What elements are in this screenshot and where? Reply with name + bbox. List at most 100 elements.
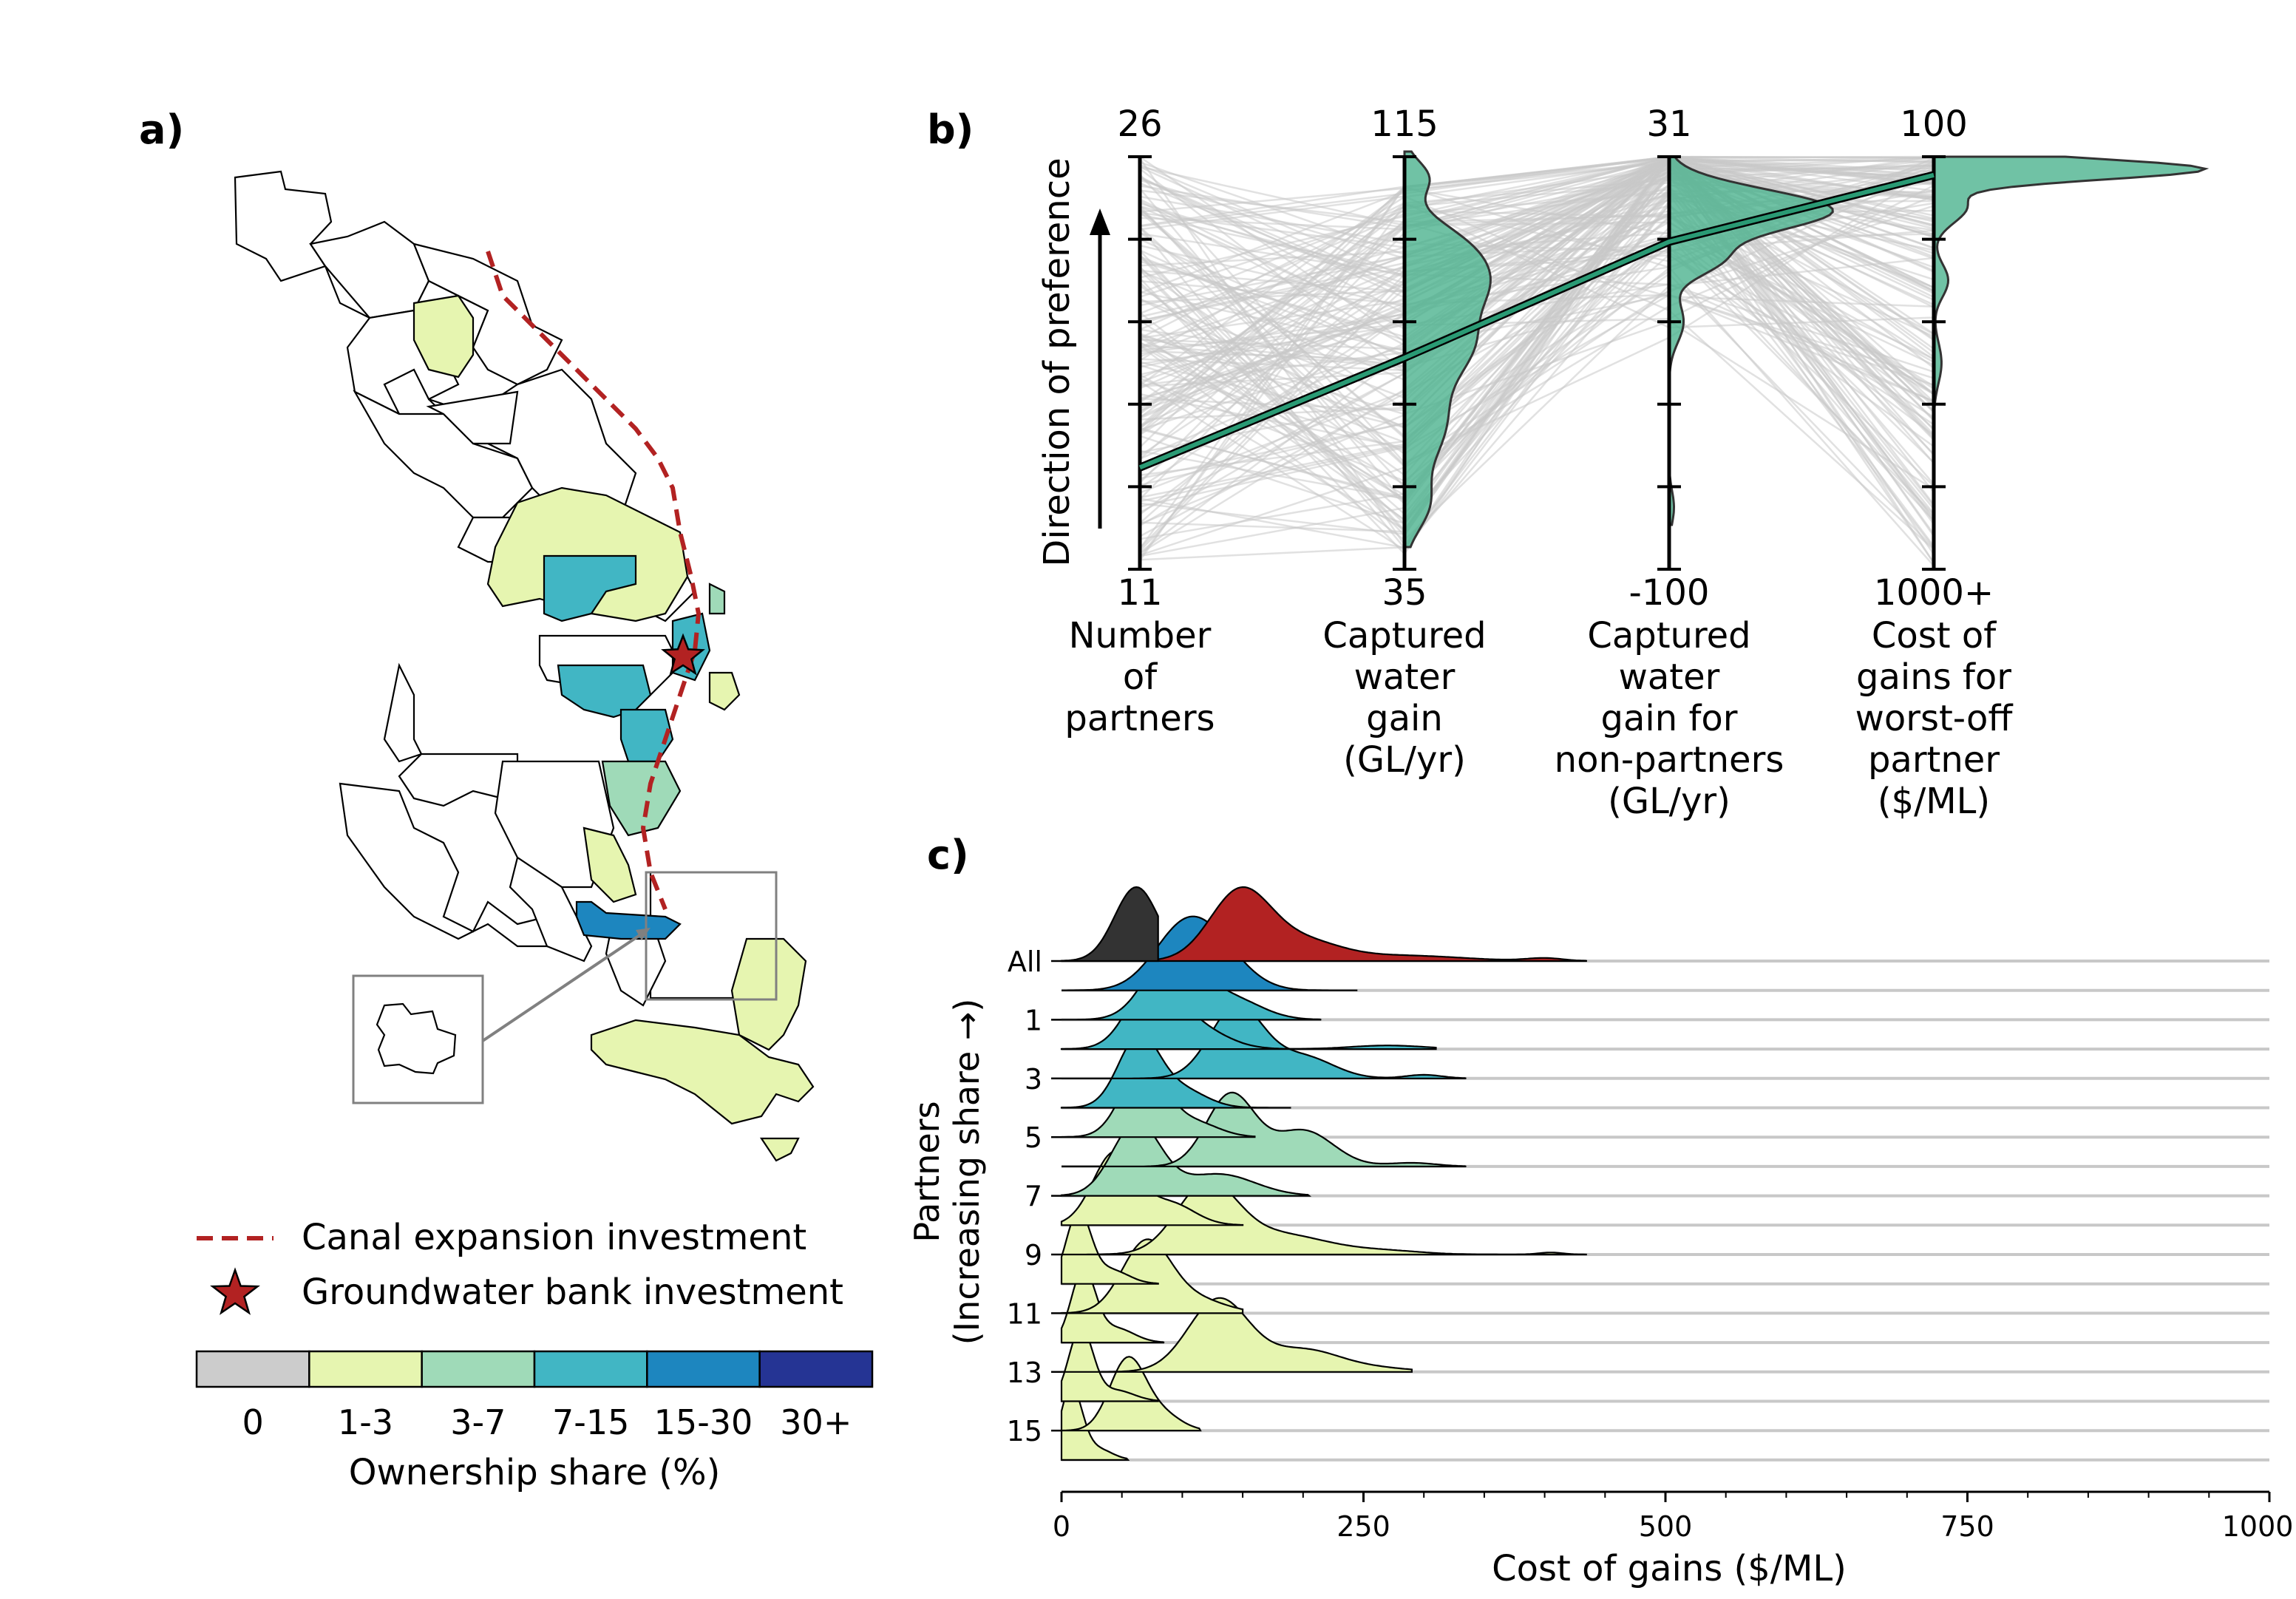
parallel-axes: 2611Numberofpartners11535Capturedwaterga…: [1064, 103, 2013, 822]
background-solution-line: [1139, 172, 1935, 477]
parallel-axis-top-label: 100: [1900, 103, 1968, 145]
district-share-1-3-east-blob: [708, 671, 741, 711]
district-share-1-3-sw: [583, 826, 637, 903]
colorbar-tick-label: 7-15: [552, 1402, 629, 1442]
ridgeline-x-title: Cost of gains ($/ML): [1492, 1548, 1847, 1589]
parallel-axis-name: (GL/yr): [1343, 739, 1466, 781]
parallel-axis-name: Captured: [1322, 615, 1486, 656]
colorbar-tick-label: 1-3: [338, 1402, 393, 1442]
ridgeline-row-label: 3: [1025, 1063, 1042, 1096]
parallel-axis-top-label: 31: [1646, 103, 1691, 145]
ridgeline-y-title: Partners (Increasing share →): [907, 999, 987, 1345]
canal-legend-label: Canal expansion investment: [302, 1217, 806, 1258]
panel-a: a): [139, 106, 874, 1493]
highlight-line: [1138, 172, 1935, 470]
background-solution-line: [1139, 169, 1935, 373]
panel-a-label: a): [139, 106, 184, 153]
district-share-1-3-north: [412, 294, 475, 378]
background-solution-line: [1139, 205, 1935, 395]
background-solution-line: [1139, 222, 1935, 419]
colorbar-swatch: [533, 1350, 648, 1388]
gwb-legend-swatch: [210, 1267, 260, 1315]
background-solution-line: [1139, 163, 1935, 500]
ridgeline-x-tick-label: 500: [1639, 1510, 1693, 1543]
preference-arrow-head: [1090, 208, 1110, 235]
inset-arrowhead: [636, 928, 651, 940]
background-solution-line: [1139, 189, 1935, 515]
star-icon: [661, 633, 705, 676]
panel-b: b) Direction of preference 2611Numberofp…: [927, 103, 2210, 822]
colorbar-swatch: [646, 1350, 761, 1388]
district-share-3-7-east: [708, 583, 726, 615]
district-share-15-30: [575, 900, 682, 940]
ridgeline-y-title-line: (Increasing share →): [947, 999, 987, 1345]
background-solution-line: [1139, 203, 1935, 549]
map-legend: Canal expansion investment Groundwater b…: [197, 1217, 843, 1315]
colorbar-tick-label: 15-30: [654, 1402, 753, 1442]
parallel-axis-name: Cost of: [1872, 615, 1997, 656]
density-captured-gain: [1403, 150, 1492, 549]
colorbar-tick-label: 0: [242, 1402, 264, 1442]
ridgeline-rows: [1060, 886, 2269, 1461]
parallel-axis-bottom-label: 11: [1117, 572, 1162, 614]
colorbar-tick-label: 3-7: [450, 1402, 506, 1442]
background-solution-line: [1139, 229, 1935, 436]
background-solution-line: [1139, 167, 1935, 535]
ridgeline-density: [1062, 1003, 1467, 1079]
ridgeline-density: [1062, 1179, 1587, 1256]
background-solution-line: [1139, 283, 1935, 403]
parallel-axis-name: of: [1123, 656, 1158, 698]
parallel-axis-name: non-partners: [1555, 739, 1784, 781]
parallel-axis-name: gains for: [1856, 656, 2011, 698]
density-worst-off-cost: [1932, 155, 2210, 517]
panel-c-label: c): [927, 832, 969, 878]
district-share-7-15-north: [543, 554, 637, 622]
star-icon: [210, 1267, 260, 1315]
ownership-colorbar: 0 1-3 3-7 7-15 15-30 30+: [195, 1350, 874, 1442]
parallel-axis-bottom-label: -100: [1629, 572, 1710, 614]
district-sw-4: [509, 856, 593, 963]
parallel-axis-name: gain for: [1601, 698, 1738, 739]
preference-axis-label: Direction of preference: [1036, 157, 1078, 566]
ridgeline-density: [1060, 1121, 1312, 1197]
district-shares: [412, 294, 815, 1162]
inset-district: [376, 1002, 457, 1075]
background-solution-line: [1139, 161, 1935, 520]
parallel-axis-name: partners: [1064, 698, 1215, 739]
ridgeline-row-label: 15: [1007, 1415, 1042, 1447]
ridgeline-row-label: 9: [1025, 1239, 1042, 1272]
background-solution-line: [1139, 159, 1935, 561]
gwb-legend-label: Groundwater bank investment: [302, 1272, 843, 1313]
district-mid-4: [426, 390, 519, 445]
ridgeline-density: [1062, 1091, 1467, 1167]
district-sw-2: [494, 760, 615, 889]
ridgeline-density: [1060, 886, 1159, 963]
colorbar-swatch: [195, 1350, 310, 1388]
background-solution-line: [1139, 157, 1935, 434]
background-solution-line: [1139, 156, 1935, 460]
background-solution-line: [1139, 191, 1935, 361]
district-share-1-3-south-3: [759, 1137, 800, 1162]
district-share-1-3-south-2: [590, 1019, 815, 1125]
background-solution-line: [1139, 254, 1935, 418]
ridgeline-x-tick-label: 1000+: [2222, 1510, 2296, 1543]
parallel-axis-bottom-label: 35: [1382, 572, 1427, 614]
parallel-axis-name: Number: [1069, 615, 1212, 656]
colorbar-title: Ownership share (%): [349, 1452, 721, 1493]
ridgeline-row-label: 1: [1025, 1004, 1042, 1036]
parallel-axis-name: partner: [1868, 739, 2000, 781]
ridgeline-row-label: 7: [1025, 1181, 1042, 1213]
ridgeline-row-label: All: [1008, 946, 1042, 978]
background-solution-line: [1139, 194, 1935, 557]
colorbar-tick-label: 30+: [780, 1402, 852, 1442]
ridgeline-row-label: 11: [1007, 1297, 1042, 1330]
parallel-axis-name: gain: [1366, 698, 1443, 739]
background-solution-line: [1139, 156, 1935, 525]
ridgeline-y-title-line: Partners: [907, 1101, 947, 1242]
parallel-axis-top-label: 115: [1371, 103, 1439, 145]
district-share-1-3-south-1: [730, 937, 807, 1051]
highlighted-solution: [1138, 171, 1935, 472]
background-solution-line: [1139, 187, 1935, 487]
colorbar-swatch: [758, 1350, 874, 1388]
